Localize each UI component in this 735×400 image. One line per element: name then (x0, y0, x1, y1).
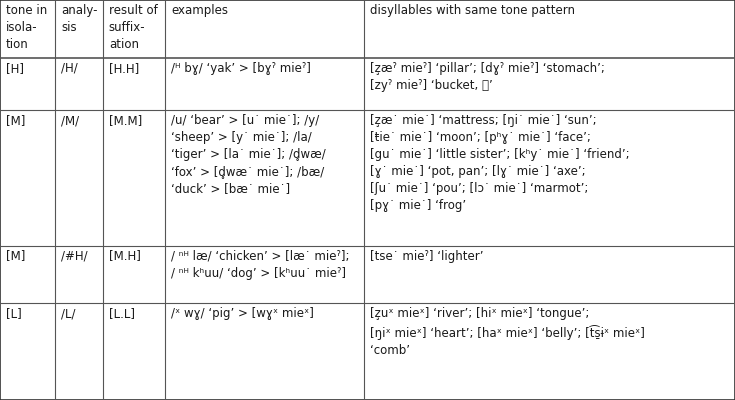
Text: [tse˙ mieˀ] ‘lighter’: [tse˙ mieˀ] ‘lighter’ (370, 250, 483, 262)
Text: [L.L]: [L.L] (109, 308, 135, 320)
Text: [z̧uˣ mieˣ] ‘river’; [hiˣ mieˣ] ‘tongue’;
[ŋiˣ mieˣ] ‘heart’; [haˣ mieˣ] ‘belly’: [z̧uˣ mieˣ] ‘river’; [hiˣ mieˣ] ‘tongue’… (370, 308, 645, 357)
Text: examples: examples (171, 4, 229, 17)
Text: [M]: [M] (6, 250, 25, 262)
Text: [H]: [H] (6, 62, 24, 75)
Text: [M.M]: [M.M] (109, 114, 142, 127)
Text: [M]: [M] (6, 114, 25, 127)
Text: tone in
isola-
tion: tone in isola- tion (6, 4, 47, 51)
Text: [M.H]: [M.H] (109, 250, 140, 262)
Text: /u/ ‘bear’ > [u˙ mie˙]; /y/
‘sheep’ > [y˙ mie˙]; /la/
‘tiger’ > [la˙ mie˙]; /d̥w: /u/ ‘bear’ > [u˙ mie˙]; /y/ ‘sheep’ > [y… (171, 114, 326, 195)
Text: disyllables with same tone pattern: disyllables with same tone pattern (370, 4, 575, 17)
Text: [z̧æ˙ mie˙] ‘mattress; [ŋi˙ mie˙] ‘sun’;
[ŧie˙ mie˙] ‘moon’; [pʰɣ˙ mie˙] ‘face’;: [z̧æ˙ mie˙] ‘mattress; [ŋi˙ mie˙] ‘sun’;… (370, 114, 629, 212)
Text: /H/: /H/ (61, 62, 78, 75)
Text: /L/: /L/ (61, 308, 76, 320)
Text: /M/: /M/ (61, 114, 79, 127)
Text: /ˣ wɣ/ ‘pig’ > [wɣˣ mieˣ]: /ˣ wɣ/ ‘pig’ > [wɣˣ mieˣ] (171, 308, 314, 320)
Text: [H.H]: [H.H] (109, 62, 139, 75)
Text: result of
suffix-
ation: result of suffix- ation (109, 4, 157, 51)
Text: [L]: [L] (6, 308, 21, 320)
Text: /#H/: /#H/ (61, 250, 87, 262)
Text: /ᴴ bɣ/ ‘yak’ > [bɣˀ mieˀ]: /ᴴ bɣ/ ‘yak’ > [bɣˀ mieˀ] (171, 62, 311, 75)
Text: [z̧æˀ mieˀ] ‘pillar’; [dɣˀ mieˀ] ‘stomach’;
[zyˀ mieˀ] ‘bucket, 桶’: [z̧æˀ mieˀ] ‘pillar’; [dɣˀ mieˀ] ‘stomac… (370, 62, 605, 92)
Text: / ⁿᴴ læ/ ‘chicken’ > [læ˙ mieˀ];
/ ⁿᴴ kʰuu/ ‘dog’ > [kʰuu˙ mieˀ]: / ⁿᴴ læ/ ‘chicken’ > [læ˙ mieˀ]; / ⁿᴴ kʰ… (171, 250, 350, 280)
Text: analy-
sis: analy- sis (61, 4, 98, 34)
